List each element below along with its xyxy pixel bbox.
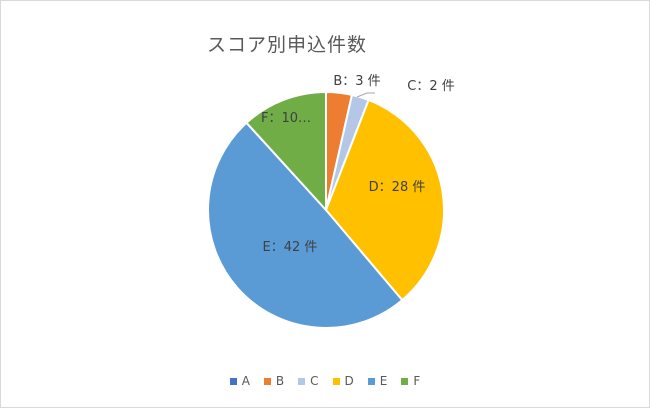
legend-label: B [275,374,285,388]
legend-item-b: B [263,374,285,388]
legend-swatch [298,377,306,385]
data-label-f: F：10… [261,111,311,126]
data-label-c: C：2 件 [407,79,454,94]
data-label-b: B：3 件 [333,74,380,89]
legend-item-d: D [332,374,354,388]
legend-label: F [413,374,421,388]
legend-item-e: E [367,374,388,388]
legend-label: E [379,374,388,388]
legend: A B C D E F [1,374,649,388]
legend-swatch [401,377,409,385]
legend-swatch [263,377,271,385]
slice-d [324,98,445,302]
legend-label: D [344,374,354,388]
data-label-d: D：28 件 [369,180,426,195]
legend-swatch [367,377,375,385]
chart-title: スコア別申込件数 [207,34,368,56]
legend-label: A [241,374,250,388]
legend-item-f: F [401,374,420,388]
leader-line-c [356,92,375,98]
legend-swatch [229,377,237,385]
slice-f [245,90,327,213]
data-label-e: E：42 件 [263,240,318,255]
legend-item-a: A [229,374,250,388]
legend-item-c: C [298,374,319,388]
legend-swatch [332,377,340,385]
legend-label: C [310,374,319,388]
slice-e [206,121,404,329]
